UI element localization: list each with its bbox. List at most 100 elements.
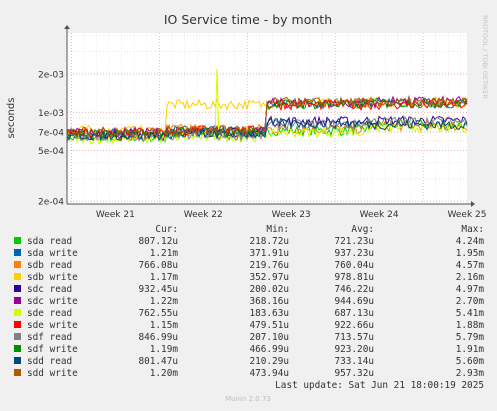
legend-min-value: 473.94u <box>249 368 289 379</box>
legend-row: sdc read 932.45u 200.02u 746.22u 4.97m <box>14 284 484 295</box>
legend-row: sdd read 801.47u 210.29u 733.14u 5.60m <box>14 356 484 367</box>
legend-avg-value: 937.23u <box>334 248 374 259</box>
y-tick-label: 7e-04 <box>38 128 64 138</box>
y-axis-label: seconds <box>6 98 17 139</box>
legend-max-value: 1.95m <box>456 248 485 259</box>
chart-title: IO Service time - by month <box>164 12 332 27</box>
y-axis-arrow <box>64 25 70 29</box>
legend-max-value: 4.24m <box>456 236 485 247</box>
legend-min-value: 210.29u <box>249 356 289 367</box>
legend-cur-value: 1.17m <box>150 272 179 283</box>
legend-header-avg: Avg: <box>351 224 374 235</box>
legend-row: sdf read 846.99u 207.10u 713.57u 5.79m <box>14 332 484 343</box>
legend-cur-value: 1.20m <box>150 368 179 379</box>
legend-avg-value: 922.66u <box>334 320 374 331</box>
legend-min-value: 479.51u <box>249 320 289 331</box>
axes <box>64 25 475 207</box>
legend-series-name: sdd write <box>27 368 78 379</box>
legend-min-value: 371.91u <box>249 248 289 259</box>
x-tick-label: Week 22 <box>184 210 223 220</box>
last-update: Last update: Sat Jun 21 18:00:19 2025 <box>275 380 484 391</box>
legend-cur-value: 1.21m <box>150 248 179 259</box>
legend-min-value: 207.10u <box>249 332 289 343</box>
legend-row: sda write 1.21m 371.91u 937.23u 1.95m <box>14 248 484 259</box>
legend-max-value: 5.79m <box>456 332 485 343</box>
legend-series-name: sdf write <box>27 344 78 355</box>
legend-max-value: 2.93m <box>456 368 485 379</box>
munin-version: Munin 2.0.73 <box>225 395 271 403</box>
legend-min-value: 352.97u <box>249 272 289 283</box>
legend-header-min: Min: <box>266 224 289 235</box>
legend-swatch <box>14 273 21 280</box>
legend: Cur: Min: Avg: Max: sda read 807.12u 218.7… <box>14 224 484 379</box>
legend-row: sdb write 1.17m 352.97u 978.81u 2.16m <box>14 272 484 283</box>
y-tick-labels: 2e-03 1e-03 7e-04 5e-04 2e-04 <box>38 70 64 207</box>
legend-min-value: 218.72u <box>249 236 289 247</box>
legend-series-name: sdc write <box>27 296 78 307</box>
legend-cur-value: 762.55u <box>138 308 178 319</box>
legend-series-name: sdf read <box>27 332 72 343</box>
legend-max-value: 2.70m <box>456 296 485 307</box>
legend-avg-value: 944.69u <box>334 296 374 307</box>
x-tick-labels: Week 21 Week 22 Week 23 Week 24 Week 25 <box>96 210 487 220</box>
legend-avg-value: 760.04u <box>334 260 374 271</box>
legend-max-value: 1.91m <box>456 344 485 355</box>
legend-avg-value: 733.14u <box>334 356 374 367</box>
legend-row: sda read 807.12u 218.72u 721.23u 4.24m <box>14 236 484 247</box>
legend-swatch <box>14 345 21 352</box>
legend-row: sdf write 1.19m 466.99u 923.20u 1.91m <box>14 344 484 355</box>
legend-row: sde write 1.15m 479.51u 922.66u 1.88m <box>14 320 484 331</box>
legend-series-name: sdd read <box>27 356 72 367</box>
legend-max-value: 2.16m <box>456 272 485 283</box>
legend-row: sdd write 1.20m 473.94u 957.32u 2.93m <box>14 368 484 379</box>
legend-max-value: 5.60m <box>456 356 485 367</box>
legend-swatch <box>14 261 21 268</box>
x-tick-label: Week 21 <box>96 210 135 220</box>
legend-series-name: sdb write <box>27 272 78 283</box>
legend-max-value: 1.88m <box>456 320 485 331</box>
rrdtool-watermark: RRDTOOL / TOBI OETIKER <box>481 15 489 99</box>
legend-avg-value: 957.32u <box>334 368 374 379</box>
legend-avg-value: 746.22u <box>334 284 374 295</box>
x-axis-arrow <box>471 201 475 207</box>
x-tick-label: Week 23 <box>272 210 311 220</box>
legend-series-name: sde write <box>27 320 78 331</box>
legend-cur-value: 807.12u <box>138 236 178 247</box>
legend-max-value: 4.97m <box>456 284 485 295</box>
legend-min-value: 466.99u <box>249 344 289 355</box>
x-tick-label: Week 24 <box>360 210 399 220</box>
legend-cur-value: 1.22m <box>150 296 179 307</box>
legend-series-name: sda read <box>27 236 72 247</box>
legend-swatch <box>14 237 21 244</box>
legend-row: sdc write 1.22m 368.16u 944.69u 2.70m <box>14 296 484 307</box>
legend-cur-value: 846.99u <box>138 332 178 343</box>
legend-cur-value: 1.19m <box>150 344 179 355</box>
y-tick-label: 1e-03 <box>38 109 64 119</box>
series-line-sdd-write <box>66 95 468 139</box>
legend-swatch <box>14 333 21 340</box>
legend-avg-value: 687.13u <box>334 308 374 319</box>
series-line-sde-read <box>66 68 468 146</box>
legend-cur-value: 766.08u <box>138 260 178 271</box>
series-lines <box>66 68 468 146</box>
y-tick-label: 5e-04 <box>38 147 64 157</box>
plot-area <box>67 33 467 204</box>
legend-header-cur: Cur: <box>155 224 178 235</box>
legend-series-name: sdb read <box>27 260 72 271</box>
y-tick-label: 2e-03 <box>38 70 64 80</box>
legend-max-value: 5.41m <box>456 308 485 319</box>
legend-avg-value: 978.81u <box>334 272 374 283</box>
legend-row: sde read 762.55u 183.63u 687.13u 5.41m <box>14 308 484 319</box>
legend-min-value: 200.02u <box>249 284 289 295</box>
legend-min-value: 368.16u <box>249 296 289 307</box>
legend-cur-value: 1.15m <box>150 320 179 331</box>
legend-swatch <box>14 309 21 316</box>
legend-avg-value: 721.23u <box>334 236 374 247</box>
legend-header-max: Max: <box>461 224 484 235</box>
legend-swatch <box>14 285 21 292</box>
legend-cur-value: 801.47u <box>138 356 178 367</box>
legend-min-value: 219.76u <box>249 260 289 271</box>
y-tick-label: 2e-04 <box>38 198 64 208</box>
legend-min-value: 183.63u <box>249 308 289 319</box>
